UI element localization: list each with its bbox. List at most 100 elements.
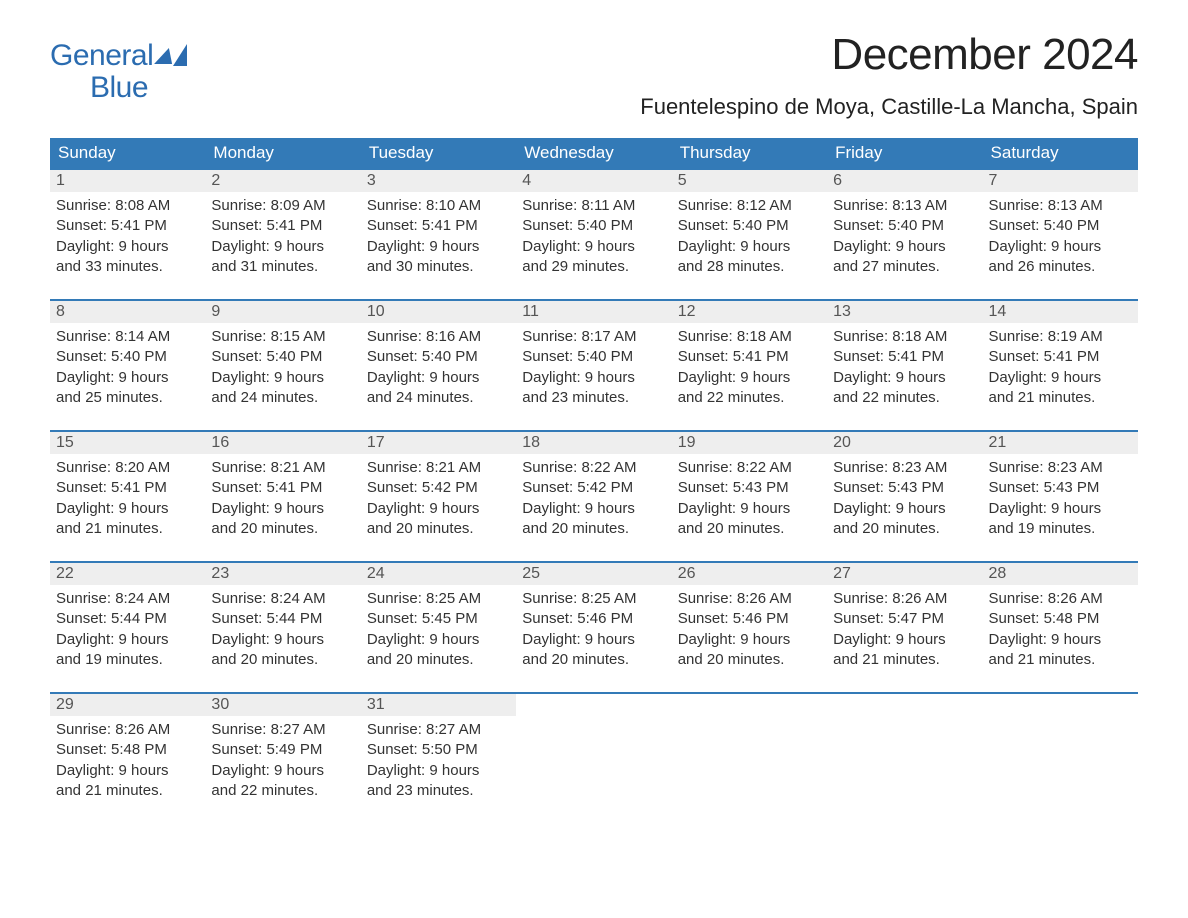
day-number-cell: 7 xyxy=(983,169,1138,192)
day-sunset: Sunset: 5:40 PM xyxy=(56,347,199,367)
day-sunset: Sunset: 5:43 PM xyxy=(989,478,1132,498)
day-number-cell: 19 xyxy=(672,431,827,454)
day-header: Friday xyxy=(827,138,982,169)
day-d2: and 20 minutes. xyxy=(211,519,354,539)
day-number-cell xyxy=(516,693,671,716)
day-number-cell: 2 xyxy=(205,169,360,192)
day-detail-cell xyxy=(516,716,671,824)
day-sunrise: Sunrise: 8:27 AM xyxy=(211,720,354,740)
day-d1: Daylight: 9 hours xyxy=(989,237,1132,257)
day-d2: and 20 minutes. xyxy=(211,650,354,670)
day-header: Saturday xyxy=(983,138,1138,169)
day-d2: and 22 minutes. xyxy=(211,781,354,801)
day-d2: and 21 minutes. xyxy=(833,650,976,670)
week-number-row: 293031 xyxy=(50,693,1138,716)
day-number: 18 xyxy=(522,434,540,451)
day-sunset: Sunset: 5:41 PM xyxy=(678,347,821,367)
day-sunset: Sunset: 5:41 PM xyxy=(211,216,354,236)
day-d1: Daylight: 9 hours xyxy=(989,368,1132,388)
day-detail-cell: Sunrise: 8:20 AMSunset: 5:41 PMDaylight:… xyxy=(50,454,205,562)
day-detail-cell xyxy=(983,716,1138,824)
day-sunrise: Sunrise: 8:25 AM xyxy=(522,589,665,609)
day-sunrise: Sunrise: 8:23 AM xyxy=(989,458,1132,478)
day-number-cell: 4 xyxy=(516,169,671,192)
day-number-cell: 24 xyxy=(361,562,516,585)
day-d1: Daylight: 9 hours xyxy=(211,761,354,781)
day-number-cell xyxy=(672,693,827,716)
day-d1: Daylight: 9 hours xyxy=(56,630,199,650)
calendar-table: Sunday Monday Tuesday Wednesday Thursday… xyxy=(50,138,1138,824)
day-sunset: Sunset: 5:41 PM xyxy=(367,216,510,236)
day-detail-cell: Sunrise: 8:12 AMSunset: 5:40 PMDaylight:… xyxy=(672,192,827,300)
day-detail-cell: Sunrise: 8:16 AMSunset: 5:40 PMDaylight:… xyxy=(361,323,516,431)
day-number-cell: 13 xyxy=(827,300,982,323)
day-number-cell: 10 xyxy=(361,300,516,323)
day-number-cell: 1 xyxy=(50,169,205,192)
day-number: 31 xyxy=(367,696,385,713)
day-detail-cell: Sunrise: 8:25 AMSunset: 5:45 PMDaylight:… xyxy=(361,585,516,693)
day-d1: Daylight: 9 hours xyxy=(211,499,354,519)
day-sunset: Sunset: 5:41 PM xyxy=(56,478,199,498)
day-d2: and 20 minutes. xyxy=(522,650,665,670)
week-number-row: 22232425262728 xyxy=(50,562,1138,585)
day-d2: and 24 minutes. xyxy=(211,388,354,408)
day-number-cell: 27 xyxy=(827,562,982,585)
day-detail-cell: Sunrise: 8:23 AMSunset: 5:43 PMDaylight:… xyxy=(827,454,982,562)
day-sunset: Sunset: 5:40 PM xyxy=(522,347,665,367)
day-d2: and 20 minutes. xyxy=(833,519,976,539)
day-number: 3 xyxy=(367,172,376,189)
day-number: 27 xyxy=(833,565,851,582)
day-d1: Daylight: 9 hours xyxy=(678,630,821,650)
day-number: 28 xyxy=(989,565,1007,582)
day-detail-cell: Sunrise: 8:22 AMSunset: 5:42 PMDaylight:… xyxy=(516,454,671,562)
day-d1: Daylight: 9 hours xyxy=(367,237,510,257)
day-d2: and 28 minutes. xyxy=(678,257,821,277)
day-d2: and 26 minutes. xyxy=(989,257,1132,277)
day-sunset: Sunset: 5:41 PM xyxy=(989,347,1132,367)
day-number-cell: 16 xyxy=(205,431,360,454)
day-sunrise: Sunrise: 8:18 AM xyxy=(833,327,976,347)
day-detail-cell: Sunrise: 8:21 AMSunset: 5:42 PMDaylight:… xyxy=(361,454,516,562)
day-detail-cell: Sunrise: 8:24 AMSunset: 5:44 PMDaylight:… xyxy=(205,585,360,693)
day-detail-cell: Sunrise: 8:13 AMSunset: 5:40 PMDaylight:… xyxy=(983,192,1138,300)
day-number-cell: 20 xyxy=(827,431,982,454)
day-d2: and 21 minutes. xyxy=(56,781,199,801)
day-d2: and 22 minutes. xyxy=(833,388,976,408)
page-title: December 2024 xyxy=(640,30,1138,80)
week-number-row: 891011121314 xyxy=(50,300,1138,323)
day-header: Thursday xyxy=(672,138,827,169)
day-d2: and 31 minutes. xyxy=(211,257,354,277)
day-number: 13 xyxy=(833,303,851,320)
day-sunrise: Sunrise: 8:13 AM xyxy=(833,196,976,216)
day-sunrise: Sunrise: 8:21 AM xyxy=(367,458,510,478)
day-number-cell: 14 xyxy=(983,300,1138,323)
week-data-row: Sunrise: 8:24 AMSunset: 5:44 PMDaylight:… xyxy=(50,585,1138,693)
day-detail-cell xyxy=(672,716,827,824)
day-sunrise: Sunrise: 8:22 AM xyxy=(678,458,821,478)
day-d1: Daylight: 9 hours xyxy=(56,761,199,781)
day-d2: and 20 minutes. xyxy=(367,650,510,670)
day-d2: and 20 minutes. xyxy=(678,650,821,670)
day-d1: Daylight: 9 hours xyxy=(833,499,976,519)
day-d1: Daylight: 9 hours xyxy=(522,237,665,257)
day-d2: and 23 minutes. xyxy=(522,388,665,408)
day-number: 19 xyxy=(678,434,696,451)
day-d1: Daylight: 9 hours xyxy=(678,499,821,519)
week-data-row: Sunrise: 8:20 AMSunset: 5:41 PMDaylight:… xyxy=(50,454,1138,562)
day-number: 15 xyxy=(56,434,74,451)
day-d2: and 30 minutes. xyxy=(367,257,510,277)
location-subtitle: Fuentelespino de Moya, Castille-La Manch… xyxy=(640,94,1138,120)
day-d2: and 21 minutes. xyxy=(989,650,1132,670)
day-d1: Daylight: 9 hours xyxy=(833,630,976,650)
day-d1: Daylight: 9 hours xyxy=(211,368,354,388)
day-number-cell: 25 xyxy=(516,562,671,585)
day-d1: Daylight: 9 hours xyxy=(56,237,199,257)
day-sunrise: Sunrise: 8:22 AM xyxy=(522,458,665,478)
day-d1: Daylight: 9 hours xyxy=(367,499,510,519)
day-number-cell: 8 xyxy=(50,300,205,323)
day-number: 8 xyxy=(56,303,65,320)
day-sunset: Sunset: 5:44 PM xyxy=(211,609,354,629)
day-d2: and 33 minutes. xyxy=(56,257,199,277)
day-number-cell xyxy=(827,693,982,716)
day-number-cell: 11 xyxy=(516,300,671,323)
